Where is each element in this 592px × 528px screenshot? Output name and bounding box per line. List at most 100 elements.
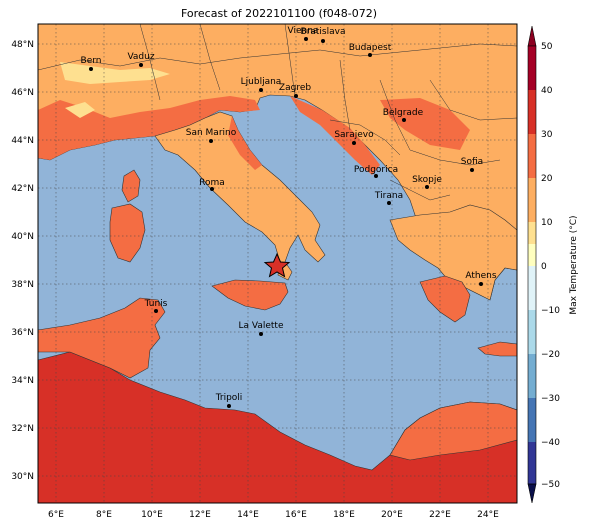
svg-text:6°E: 6°E — [48, 510, 64, 520]
svg-text:24°E: 24°E — [477, 510, 499, 520]
city-athens: Athens — [465, 271, 497, 286]
svg-text:Belgrade: Belgrade — [383, 108, 424, 118]
colorbar-ticks: 50 40 30 20 10 0 −10 −20 −30 −40 −50 — [541, 42, 560, 490]
map-frame — [37, 23, 518, 504]
colorbar-band-neg40-neg30 — [528, 398, 536, 442]
city-roma: Roma — [199, 178, 225, 191]
colorbar-label: Max Temperature (°C) — [569, 215, 579, 314]
balkans-hot-patch — [380, 98, 470, 150]
svg-text:−40: −40 — [541, 438, 560, 448]
svg-text:Sofia: Sofia — [461, 157, 483, 167]
city-budapest: Budapest — [349, 43, 392, 57]
svg-text:−20: −20 — [541, 350, 560, 360]
corsica-land — [121, 169, 141, 203]
svg-text:16°E: 16°E — [285, 510, 307, 520]
svg-text:Athens: Athens — [465, 271, 496, 281]
city-tirana: Tirana — [374, 191, 403, 205]
svg-text:Tirana: Tirana — [374, 191, 403, 201]
svg-text:San Marino: San Marino — [186, 128, 237, 138]
city-belgrade: Belgrade — [383, 108, 424, 122]
svg-text:30: 30 — [541, 130, 553, 140]
city-bern: Bern — [81, 56, 102, 71]
city-ljubljana: Ljubljana — [241, 77, 282, 92]
libya-coast-land — [389, 401, 518, 461]
svg-text:12°E: 12°E — [189, 510, 211, 520]
svg-text:20: 20 — [541, 174, 553, 184]
city-vaduz: Vaduz — [127, 52, 155, 67]
svg-text:Tunis: Tunis — [144, 299, 168, 309]
colorbar-band-20-30 — [528, 134, 536, 178]
svg-text:48°N: 48°N — [11, 40, 34, 50]
svg-text:Ljubljana: Ljubljana — [241, 77, 282, 87]
tunisia-land — [37, 297, 166, 379]
colorbar: 50 40 30 20 10 0 −10 −20 −30 −40 −50 Max… — [527, 25, 579, 504]
city-san-marino: San Marino — [186, 128, 237, 143]
colorbar-bottom-arrow — [527, 483, 537, 504]
svg-text:10°E: 10°E — [141, 510, 163, 520]
lon-tick-labels: 6°E 8°E 10°E 12°E 14°E 16°E 18°E 20°E 22… — [48, 510, 499, 520]
city-tunis: Tunis — [144, 299, 168, 313]
lat-tick-labels: 48°N 46°N 44°N 42°N 40°N 38°N 36°N 34°N … — [11, 40, 34, 482]
colorbar-band-10-20 — [528, 178, 536, 222]
city-la-valette: La Valette — [239, 321, 284, 336]
svg-text:La Valette: La Valette — [239, 321, 284, 331]
city-vienna: Vienna — [288, 26, 319, 41]
italy-hot-patch — [228, 116, 262, 170]
svg-text:50: 50 — [541, 42, 553, 52]
alps-cool-patch — [60, 62, 170, 84]
svg-text:46°N: 46°N — [11, 88, 34, 98]
svg-text:8°E: 8°E — [96, 510, 112, 520]
city-sarajevo: Sarajevo — [334, 130, 374, 145]
svg-text:42°N: 42°N — [11, 184, 34, 194]
city-skopje: Skopje — [412, 175, 442, 189]
city-bratislava: Bratislava — [301, 27, 346, 43]
peloponnese-land — [419, 275, 471, 323]
city-tripoli: Tripoli — [215, 393, 243, 408]
svg-text:22°E: 22°E — [429, 510, 451, 520]
colorbar-band-40-50 — [528, 46, 536, 90]
colorbar-band-neg20-neg10 — [528, 310, 536, 354]
colorbar-top-arrow — [527, 25, 537, 47]
europe-hot-patch — [38, 96, 260, 160]
svg-text:34°N: 34°N — [11, 376, 34, 386]
svg-text:30°N: 30°N — [11, 472, 34, 482]
svg-text:−50: −50 — [541, 480, 560, 490]
colorbar-band-neg10-0 — [528, 266, 536, 310]
svg-text:14°E: 14°E — [237, 510, 259, 520]
svg-text:Vienna: Vienna — [288, 26, 319, 36]
svg-text:38°N: 38°N — [11, 280, 34, 290]
city-podgorica: Podgorica — [354, 165, 398, 178]
svg-text:Bratislava: Bratislava — [301, 27, 346, 37]
svg-text:Sarajevo: Sarajevo — [334, 130, 374, 140]
colorbar-band-neg50-neg40 — [528, 442, 536, 484]
svg-text:Tripoli: Tripoli — [215, 393, 243, 403]
figure-title: Forecast of 2022101100 (f048-072) — [181, 7, 377, 20]
adriatic-coast-hot-patch — [290, 96, 380, 175]
star-marker-icon — [263, 252, 291, 278]
city-zagreb: Zagreb — [279, 83, 311, 98]
map-area: Bern Vaduz Vienna Bratislava Budapest Lj… — [37, 23, 518, 504]
svg-text:−30: −30 — [541, 394, 560, 404]
svg-text:Zagreb: Zagreb — [279, 83, 311, 93]
svg-text:Budapest: Budapest — [349, 43, 392, 53]
city-markers: Bern Vaduz Vienna Bratislava Budapest Lj… — [81, 26, 497, 408]
colorbar-band-5-10 — [528, 222, 536, 244]
svg-text:40°N: 40°N — [11, 232, 34, 242]
svg-text:0: 0 — [541, 262, 547, 272]
svg-text:Bern: Bern — [81, 56, 102, 66]
sicily-land — [211, 279, 289, 311]
svg-text:−10: −10 — [541, 306, 560, 316]
greece-land — [389, 204, 518, 301]
svg-text:36°N: 36°N — [11, 328, 34, 338]
sardinia-land — [109, 203, 146, 263]
city-sofia: Sofia — [461, 157, 483, 172]
svg-text:32°N: 32°N — [11, 424, 34, 434]
svg-text:Roma: Roma — [199, 178, 225, 188]
italy-land — [154, 111, 326, 281]
svg-text:Skopje: Skopje — [412, 175, 442, 185]
svg-text:44°N: 44°N — [11, 136, 34, 146]
colorbar-band-30-40 — [528, 90, 536, 134]
alps-cool-patch-2 — [65, 102, 95, 118]
svg-text:Vaduz: Vaduz — [127, 52, 154, 62]
